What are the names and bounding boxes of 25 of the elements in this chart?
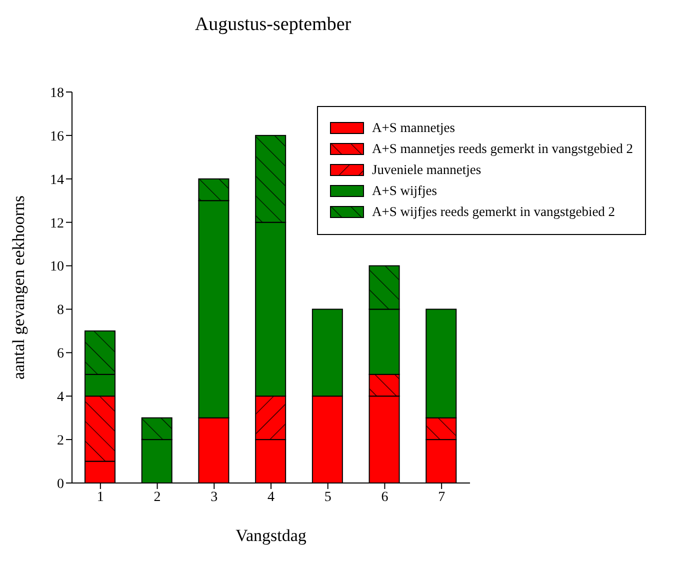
y-tick-label: 14 bbox=[50, 172, 64, 188]
y-tick-label: 2 bbox=[57, 434, 64, 449]
chart-title: Augustus-september bbox=[194, 14, 352, 36]
legend-label: A+S mannetjes reeds gemerkt in vangstgebied 2 bbox=[372, 140, 634, 156]
x-tick-label: 1 bbox=[96, 490, 104, 505]
x-tick-label: 6 bbox=[381, 490, 388, 505]
x-tick-label: 2 bbox=[154, 490, 161, 505]
x-tick-label: 3 bbox=[210, 490, 218, 505]
y-tick-label: 4 bbox=[57, 390, 64, 406]
x-axis-title: Vangstdag bbox=[236, 526, 307, 545]
x-tick-label: 5 bbox=[324, 490, 332, 505]
legend-label: A+S mannetjes bbox=[372, 120, 455, 136]
y-tick-label: 8 bbox=[57, 303, 64, 318]
x-tick-label: 4 bbox=[268, 490, 274, 505]
legend-label: A+S wijfjes bbox=[372, 182, 437, 198]
y-axis-title: aantal gevangen eekhoorns bbox=[9, 195, 28, 380]
y-tick-label: 6 bbox=[57, 346, 64, 362]
y-tick-label: 10 bbox=[50, 260, 64, 275]
y-tick-label: 12 bbox=[50, 216, 64, 232]
legend-label: Juveniele mannetjes bbox=[372, 162, 482, 178]
x-tick-label: 7 bbox=[438, 490, 446, 505]
y-tick-label: 18 bbox=[50, 86, 64, 101]
y-tick-label: 16 bbox=[50, 129, 64, 144]
y-tick-label: 0 bbox=[57, 476, 64, 492]
legend-label: A+S wijfjes reeds gemerkt in vangstgebied 2 bbox=[372, 204, 616, 220]
